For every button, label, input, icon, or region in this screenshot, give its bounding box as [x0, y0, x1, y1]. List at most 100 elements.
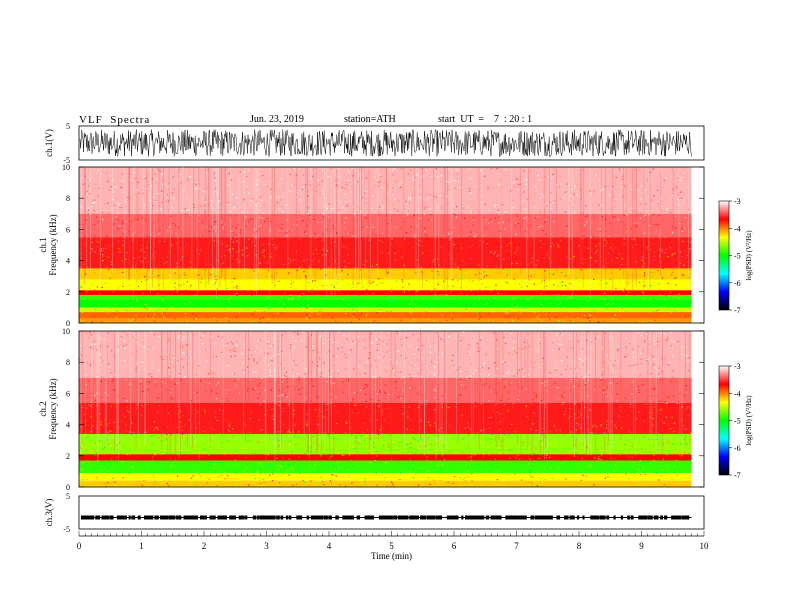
spectro-speckle: [262, 174, 264, 177]
spectro-speckle: [557, 387, 559, 389]
spectro-speckle: [574, 185, 576, 187]
spectro-speckle: [109, 321, 111, 323]
spectro-speckle: [170, 397, 172, 399]
spectro-speckle: [194, 269, 196, 271]
spectro-speckle: [356, 309, 358, 312]
spectro-speckle: [171, 306, 173, 308]
spectro-speckle: [255, 254, 257, 256]
spectro-speckle: [401, 441, 403, 443]
spectro-speckle: [157, 462, 159, 464]
spectro-speckle: [648, 438, 650, 441]
spectro-speckle: [494, 289, 496, 291]
spectro-speckle: [688, 295, 691, 297]
spectro-speckle: [506, 207, 508, 209]
spectro-streak: [533, 167, 535, 274]
spectro-speckle: [375, 472, 377, 474]
spectro-speckle: [426, 459, 428, 461]
spectro-speckle: [216, 190, 218, 192]
spectro-speckle: [167, 426, 169, 428]
spectro-speckle: [561, 232, 563, 234]
spectro-speckle: [512, 455, 514, 457]
spectro-speckle: [664, 252, 666, 254]
spectro-speckle: [170, 433, 172, 435]
spectro-speckle: [359, 439, 361, 441]
spectro-speckle: [98, 460, 100, 462]
spectro-speckle: [352, 412, 354, 414]
spectro-speckle: [101, 321, 103, 323]
spectro-speckle: [387, 396, 389, 398]
spectro-speckle: [681, 226, 683, 228]
spectro-speckle: [591, 432, 593, 435]
spectro-speckle: [407, 255, 409, 258]
spectro-speckle: [684, 200, 686, 202]
spectro-streak: [163, 167, 164, 299]
spectro-speckle: [288, 429, 290, 431]
spectro-speckle: [605, 245, 607, 247]
spectro-speckle: [156, 427, 158, 429]
spectro-speckle: [577, 279, 579, 281]
spectro-speckle: [537, 314, 539, 316]
spectro-speckle: [406, 450, 408, 452]
spectro-speckle: [174, 317, 176, 320]
spectro-speckle: [298, 218, 300, 220]
spectro-speckle: [161, 283, 163, 285]
spectro-speckle: [476, 301, 478, 303]
spectro-speckle: [674, 466, 676, 468]
spectro-speckle: [555, 273, 557, 275]
spectro-speckle: [121, 260, 123, 262]
spectro-speckle: [350, 402, 352, 404]
spectro-speckle: [417, 266, 419, 268]
spectro-streak: [128, 167, 129, 280]
spectro-speckle: [225, 317, 227, 319]
spectro-speckle: [645, 392, 647, 394]
spectro-speckle: [301, 265, 303, 267]
spectro-speckle: [554, 215, 556, 217]
spectro-speckle: [606, 282, 608, 285]
spectro-speckle: [313, 442, 315, 444]
spectro-speckle: [274, 247, 276, 249]
spectro-streak: [543, 167, 545, 294]
spectro-speckle: [230, 422, 232, 424]
spectro-speckle: [236, 287, 238, 289]
spectro-speckle: [153, 317, 155, 319]
spectro-speckle: [172, 417, 174, 419]
spectro-speckle: [205, 482, 207, 484]
spectro-speckle: [227, 184, 230, 186]
spectro-speckle: [129, 288, 131, 290]
spectro-speckle: [631, 445, 633, 447]
spectro-speckle: [221, 243, 223, 245]
spectro-speckle: [89, 405, 91, 407]
spectro-speckle: [498, 282, 500, 284]
spectro-speckle: [197, 289, 199, 291]
spectro-speckle: [279, 465, 282, 467]
spectro-speckle: [640, 474, 642, 476]
spectro-speckle: [260, 196, 262, 198]
spectro-speckle: [654, 217, 656, 219]
spectro-speckle: [390, 310, 392, 312]
spectro-speckle: [593, 278, 595, 280]
spectro-speckle: [532, 398, 534, 400]
spectro-speckle: [365, 200, 367, 202]
spectro-speckle: [516, 177, 518, 179]
spectro-speckle: [453, 244, 455, 246]
spectro-speckle: [323, 224, 325, 226]
spectro-speckle: [133, 171, 135, 174]
spectro-speckle: [421, 176, 423, 178]
spectro-streak: [627, 167, 629, 286]
spectro-speckle: [114, 312, 116, 315]
spectro-speckle: [394, 299, 396, 302]
spectro-speckle: [203, 221, 205, 223]
spectro-speckle: [438, 476, 440, 478]
spectro-speckle: [132, 247, 134, 249]
spectro-speckle: [327, 397, 329, 399]
spectro-speckle: [616, 405, 618, 407]
spectro-speckle: [150, 185, 152, 187]
spectro-speckle: [485, 475, 487, 477]
spectro-speckle: [160, 451, 162, 453]
spectro-speckle: [679, 191, 681, 193]
spectro-speckle: [95, 427, 97, 429]
spectro-speckle: [161, 398, 163, 400]
spectro-speckle: [477, 320, 479, 322]
spectro-speckle: [378, 404, 380, 406]
spectro-speckle: [376, 393, 378, 395]
